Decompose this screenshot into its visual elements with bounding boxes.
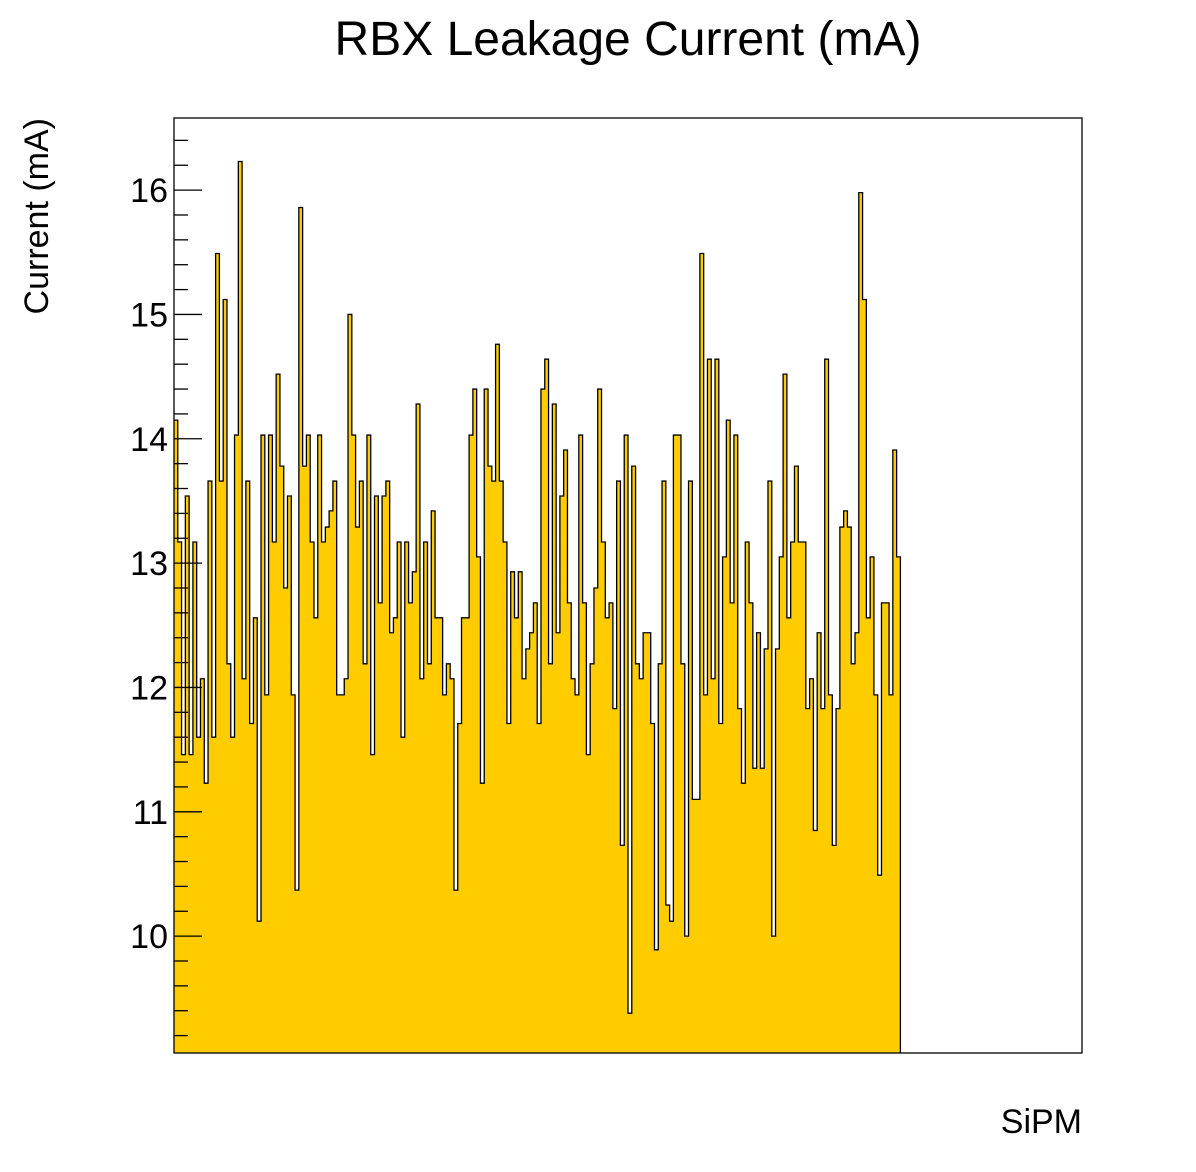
y-tick-label: 11	[133, 794, 168, 832]
x-axis-label: SiPM	[1001, 1103, 1082, 1141]
plot-frame	[173, 117, 1083, 1054]
y-tick-label: 12	[130, 669, 168, 707]
y-axis-label: Current (mA)	[18, 118, 56, 314]
y-tick-label: 14	[130, 421, 168, 459]
y-tick-label: 10	[130, 918, 168, 956]
y-tick-label: 13	[130, 545, 168, 583]
y-axis-ticks: 10 11 12 13 14 15 16	[130, 139, 202, 1037]
plot-area: 10 11 12 13 14 15 16	[130, 117, 1083, 1054]
chart-title: RBX Leakage Current (mA)	[335, 13, 922, 66]
y-tick-label: 16	[130, 172, 168, 210]
histogram-outline	[174, 160, 902, 1053]
y-tick-label: 15	[130, 296, 168, 334]
